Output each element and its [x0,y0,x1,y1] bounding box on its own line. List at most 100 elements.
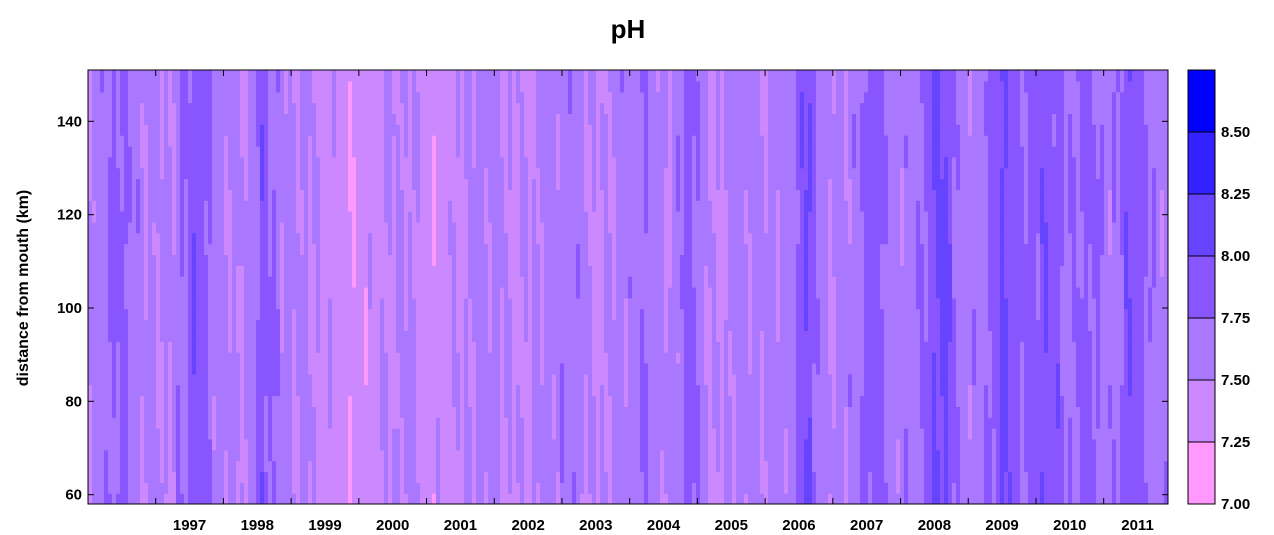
contour-cell [496,406,501,418]
contour-cell [508,482,513,494]
contour-cell [552,319,557,331]
contour-cell [392,428,397,440]
contour-cell [472,221,477,234]
contour-cell [528,460,533,473]
contour-cell [204,70,209,82]
contour-cell [452,70,457,82]
contour-cell [392,102,397,114]
contour-cell [348,80,353,93]
contour-cell [448,308,453,321]
contour-cell [252,254,257,266]
contour-cell [384,265,389,277]
contour-cell [180,287,185,299]
contour-cell [504,417,509,429]
contour-cell [316,352,321,364]
contour-cell [172,352,177,364]
contour-cell [144,243,149,256]
contour-cell [472,156,477,169]
contour-cell [256,276,261,288]
contour-cell [404,287,409,299]
contour-cell [260,493,265,504]
contour-cell [472,297,477,310]
contour-cell [204,352,209,364]
contour-cell [576,200,581,212]
contour-cell [360,384,365,397]
contour-cell [540,243,545,256]
contour-cell [504,145,509,158]
contour-cell [504,70,509,82]
contour-cell [556,276,561,288]
contour-cell [120,200,125,212]
contour-cell [144,200,149,212]
contour-cell [172,200,177,212]
contour-cell [152,297,157,310]
contour-cell [356,482,361,494]
contour-cell [196,70,201,82]
contour-cell [472,471,477,483]
contour-cell [184,449,189,462]
contour-cell [320,330,325,342]
contour-cell [212,287,217,299]
contour-cell [152,460,157,473]
contour-cell [132,341,137,353]
contour-cell [332,254,337,266]
contour-cell [568,352,573,364]
contour-cell [220,276,225,288]
contour-cell [260,145,265,158]
contour-cell [220,352,225,364]
contour-cell [380,145,385,158]
contour-cell [564,243,569,256]
contour-cell [196,189,201,201]
contour-cell [312,395,317,407]
contour-cell [296,417,301,429]
contour-cell [328,406,333,418]
contour-cell [192,373,197,386]
contour-cell [140,493,145,504]
contour-cell [552,243,557,256]
contour-cell [208,417,213,429]
contour-cell [200,438,205,451]
contour-cell [368,352,373,364]
contour-cell [140,373,145,386]
contour-cell [184,471,189,483]
contour-cell [368,70,373,82]
contour-cell [436,493,441,504]
contour-cell [228,243,233,256]
contour-cell [548,319,553,331]
contour-cell [276,265,281,277]
contour-cell [96,362,101,375]
contour-cell [504,243,509,256]
contour-cell [120,178,125,190]
contour-cell [404,145,409,158]
contour-cell [408,482,413,494]
contour-cell [340,156,345,169]
contour-cell [260,308,265,321]
contour-cell [240,341,245,353]
contour-cell [200,102,205,114]
contour-cell [564,221,569,234]
contour-cell [96,308,101,321]
contour-cell [540,254,545,266]
contour-cell [332,417,337,429]
contour-cell [164,287,169,299]
contour-cell [484,156,489,169]
contour-cell [468,438,473,451]
contour-cell [140,428,145,440]
contour-cell [168,254,173,266]
contour-cell [512,135,517,147]
contour-cell [528,102,533,114]
contour-cell [420,438,425,451]
contour-cell [504,362,509,375]
contour-cell [164,80,169,93]
contour-cell [408,211,413,223]
contour-cell [332,232,337,245]
contour-cell [316,493,321,504]
contour-cell [108,449,113,462]
contour-cell [392,287,397,299]
contour-cell [584,265,589,277]
contour-cell [580,352,585,364]
contour-cell [304,395,309,407]
contour-cell [224,243,229,256]
contour-cell [124,135,129,147]
contour-cell [324,362,329,375]
